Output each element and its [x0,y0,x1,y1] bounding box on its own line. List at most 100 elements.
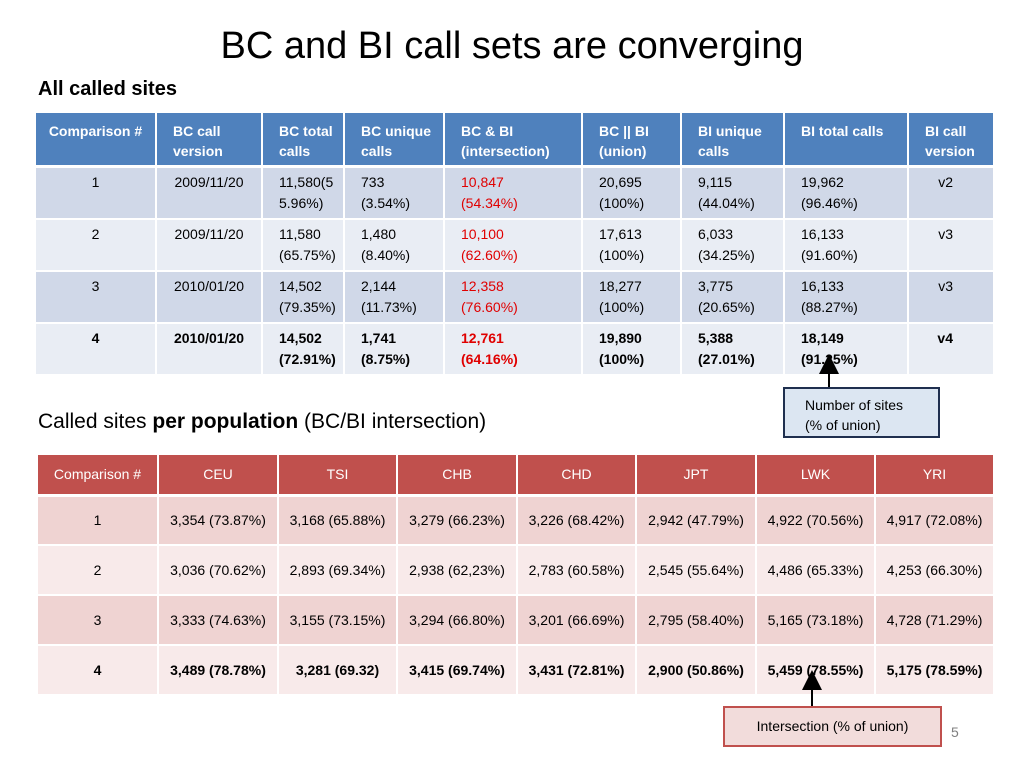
table1-row: 1 2009/11/20 11,580(5 5.96%) 733 (3.54%) 10,84… [36,166,995,220]
table1-header-cell: BC total calls [262,113,345,168]
table2-cell: 3,201 (66.69%) [517,595,637,646]
subtitle2-bold: per population [152,410,299,433]
table1-cell-bi-total: 16,133 (88.27%) [784,271,909,324]
number-of-sites-callout: Number of sites (% of union) [783,387,940,438]
table1-cell-bi-version: v3 [908,219,995,272]
table2-cell: 3,431 (72.81%) [517,645,637,696]
table1-cell-line: (20.65%) [698,299,755,315]
table2-cell: 2 [38,545,159,596]
table2-cell: 2,795 (58.40%) [636,595,757,646]
table1-header-line: (union) [599,143,647,159]
table1-cell-line: 6,033 [698,226,734,242]
table2-cell: 2,900 (50.86%) [636,645,757,696]
table1-header-cell: BI total calls [784,113,909,168]
table1-cell-line: 16,133 [801,278,844,294]
table1-cell-line: (79.35%) [279,299,336,315]
table1-cell-line: 12,358 [461,278,504,294]
table1-cell-bi-version: v3 [908,271,995,324]
table2-cell: 2,545 (55.64%) [636,545,757,596]
table1-cell-line: (72.91%) [279,351,336,367]
table1-cell-bc-unique: 2,144 (11.73%) [344,271,445,324]
table1-cell-line: (100%) [599,299,645,315]
table1-cell-line: 5.96%) [279,195,324,211]
page-number: 5 [951,724,959,740]
table1-cell-line: (62.60%) [461,247,518,263]
table1-cell-bi-unique: 5,388 (27.01%) [681,323,785,376]
table1-cell-line: (8.40%) [361,247,411,263]
table2-cell: 2,938 (62,23%) [397,545,518,596]
table1-cell-line: (76.60%) [461,299,518,315]
table1-cell-line: 733 [361,174,385,190]
table1-cell-line: 18,277 [599,278,642,294]
table1-cell-line: 1,480 [361,226,397,242]
table1-header-line: BC || BI [599,123,649,139]
table1-cell-comparison: 1 [36,166,157,220]
table2-cell: 3,415 (69.74%) [397,645,518,696]
table2-header-cell: TSI [278,455,398,497]
table1-cell-line: (27.01%) [698,351,755,367]
table1-cell-line: (88.27%) [801,299,858,315]
table2-cell: 2,942 (47.79%) [636,495,757,546]
table1-cell-comparison: 4 [36,323,157,376]
table2-cell: 4,917 (72.08%) [875,495,995,546]
all-called-sites-table: Comparison # BC call version BC total calls B… [36,113,995,376]
table1-cell-bc-total: 11,580 (65.75%) [262,219,345,272]
table1-cell-union: 20,695 (100%) [582,166,682,220]
table1-header-line: BI unique [698,123,762,139]
table1-cell-bc-total: 14,502 (72.91%) [262,323,345,376]
table1-cell-line: 19,962 [801,174,844,190]
callout-sites-line2: (% of union) [805,417,881,433]
table2-cell: 3,036 (70.62%) [158,545,279,596]
table2-cell: 4,486 (65.33%) [756,545,876,596]
table2-cell: 2,783 (60.58%) [517,545,637,596]
table1-header-line: BI total calls [801,123,884,139]
table1-cell-line: (44.04%) [698,195,755,211]
table1-cell-line: 11,580 [279,226,321,242]
table1-cell-intersection: 10,100 (62.60%) [444,219,583,272]
subtitle-per-population: Called sites per population (BC/BI inter… [38,410,486,434]
subtitle-all-called-sites: All called sites [38,78,177,100]
table2-cell: 3,354 (73.87%) [158,495,279,546]
table2-header-row: Comparison # CEU TSI CHB CHD JPT LWK YRI [38,455,995,497]
table1-header-line: calls [361,143,393,159]
table1-cell-line: 10,100 [461,226,504,242]
table1-cell-line: 1,741 [361,330,397,346]
table2-cell: 3,489 (78.78%) [158,645,279,696]
table1-header-cell: BI call version [908,113,995,168]
table1-cell-line: (100%) [599,351,645,367]
table2-cell: 2,893 (69.34%) [278,545,398,596]
table1-header-cell: BC || BI (union) [582,113,682,168]
table1-header-line: version [173,143,223,159]
table2-row: 1 3,354 (73.87%) 3,168 (65.88%) 3,279 (66.2… [38,495,995,546]
table2-row: 3 3,333 (74.63%) 3,155 (73.15%) 3,294 (66.8… [38,595,995,646]
table1-cell-line: 17,613 [599,226,642,242]
table1-header-line: version [925,143,975,159]
table1-cell-line: 14,502 [279,330,322,346]
table1-cell-bi-version: v4 [908,323,995,376]
table1-header-line: Comparison # [48,123,143,139]
table1-cell-comparison: 3 [36,271,157,324]
table1-header-line: BI call [925,123,967,139]
table1-cell-bc-version: 2010/01/20 [156,323,263,376]
table1-cell-union: 19,890 (100%) [582,323,682,376]
table1-cell-line: (34.25%) [698,247,755,263]
table1-cell-comparison: 2 [36,219,157,272]
table2-header-cell: LWK [756,455,876,497]
table1-cell-bi-unique: 3,775 (20.65%) [681,271,785,324]
table1-cell-line: (91.60%) [801,247,858,263]
table1-cell-line: (100%) [599,195,645,211]
table2-cell: 3,333 (74.63%) [158,595,279,646]
table1-cell-bc-unique: 1,741 (8.75%) [344,323,445,376]
table2-cell: 3,294 (66.80%) [397,595,518,646]
table1-cell-bi-unique: 6,033 (34.25%) [681,219,785,272]
table1-cell-line: 12,761 [461,330,504,346]
table1-cell-bi-version: v2 [908,166,995,220]
table2-header-cell: Comparison # [38,455,159,497]
table2-cell: 4 [38,645,159,696]
table2-header-cell: CHB [397,455,518,497]
subtitle2-post: (BC/BI intersection) [298,410,487,433]
table1-header-cell: BC & BI (intersection) [444,113,583,168]
table1-cell-line: (8.75%) [361,351,411,367]
table1-row: 4 2010/01/20 14,502 (72.91%) 1,741 (8.75%) 12,… [36,323,995,376]
